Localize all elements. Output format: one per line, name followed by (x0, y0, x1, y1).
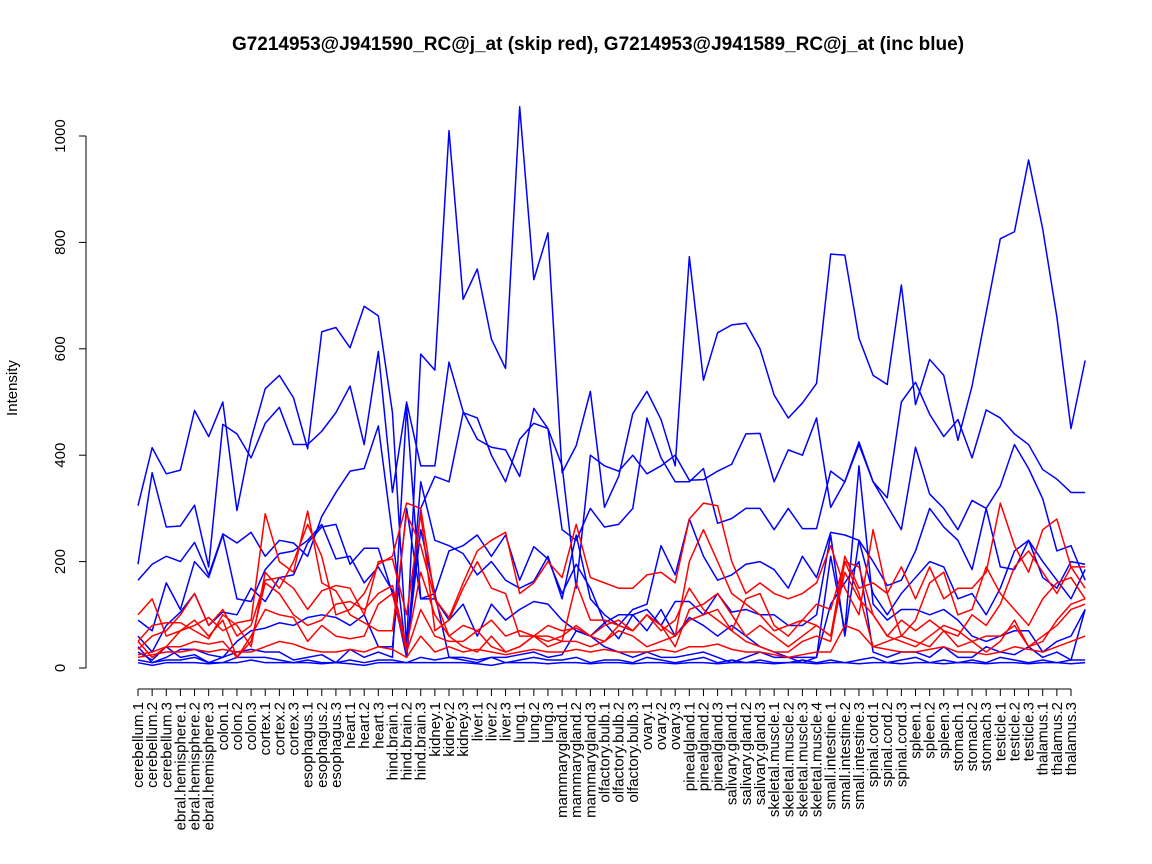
x-tick-label: spinal.cord.2 (879, 702, 896, 787)
chart-title: G7214953@J941590_RC@j_at (skip red), G72… (232, 34, 964, 55)
x-tick-label: colon.2 (229, 702, 246, 750)
x-tick-label: cortex.1 (257, 702, 274, 755)
y-tick-label: 800 (52, 230, 69, 255)
series-line-6 (137, 465, 1086, 664)
series-line-13 (137, 571, 1086, 659)
x-tick-label: thalamus.2 (1049, 702, 1066, 775)
y-tick-label: 400 (52, 443, 69, 468)
x-tick-label: liver.2 (483, 702, 500, 741)
x-tick-label: small.intestine.3 (851, 702, 868, 810)
x-tick-label: thalamus.3 (1063, 702, 1080, 775)
x-tick-label: olfactory.bulb.2 (611, 702, 628, 803)
x-tick-label: testicle.1 (992, 702, 1009, 761)
series-line-10 (137, 502, 1086, 637)
series-line-14 (137, 560, 1086, 659)
x-tick-label: spleen.1 (908, 702, 925, 759)
x-tick-label: esophagus.2 (314, 702, 331, 788)
x-tick-label: mammarygland.2 (568, 702, 585, 818)
x-tick-label: pinealgland.3 (710, 702, 727, 791)
y-tick-label: 600 (52, 336, 69, 361)
x-tick-label: small.intestine.2 (837, 702, 854, 810)
x-tick-label: thalamus.1 (1035, 702, 1052, 775)
x-tick-label: kidney.3 (455, 702, 472, 757)
x-tick-label: cerebellum.2 (144, 702, 161, 788)
x-tick-label: salivary.gland.1 (724, 702, 741, 805)
x-tick-label: pinealgland.2 (695, 702, 712, 791)
x-tick-label: skeletal.muscle.3 (794, 702, 811, 817)
series-line-8 (137, 656, 1086, 664)
x-tick-label: kidney.2 (441, 702, 458, 757)
x-tick-label: stomach.2 (964, 702, 981, 771)
series-line-5 (137, 523, 1086, 653)
x-tick-label: esophagus.3 (328, 702, 345, 788)
series-line-3 (137, 411, 1086, 659)
x-axis: cerebellum.1cerebellum.2cerebellum.3ebra… (130, 688, 1080, 830)
y-axis: 0 200 400 600 800 1000 (52, 119, 87, 672)
x-tick-label: mammarygland.1 (554, 702, 571, 818)
x-tick-label: cerebellum.3 (158, 702, 175, 788)
x-tick-label: mammarygland.3 (582, 702, 599, 818)
x-tick-label: hind.brain.1 (384, 702, 401, 780)
x-tick-label: lung.1 (512, 702, 529, 743)
x-tick-label: testicle.2 (1006, 702, 1023, 761)
x-tick-label: skeletal.muscle.2 (780, 702, 797, 817)
series-line-9 (137, 659, 1086, 667)
y-tick-label: 0 (52, 664, 69, 672)
series-line-7 (137, 406, 1086, 664)
x-tick-label: spleen.3 (936, 702, 953, 759)
x-tick-label: heart.3 (370, 702, 387, 749)
x-tick-label: spinal.cord.1 (865, 702, 882, 787)
series-line-2 (137, 350, 1086, 589)
x-tick-label: ebral.hemisphere.3 (201, 702, 218, 830)
y-tick-label: 200 (52, 549, 69, 574)
x-tick-label: stomach.3 (978, 702, 995, 771)
y-tick-label: 1000 (52, 119, 69, 152)
x-tick-label: skeletal.muscle.4 (809, 702, 826, 817)
x-tick-label: cortex.3 (286, 702, 303, 755)
x-tick-label: kidney.1 (427, 702, 444, 757)
x-tick-label: small.intestine.1 (823, 702, 840, 810)
series-line-4 (137, 481, 1086, 659)
x-tick-label: lung.2 (526, 702, 543, 743)
x-tick-label: spinal.cord.3 (893, 702, 910, 787)
x-tick-label: heart.2 (356, 702, 373, 749)
x-tick-label: heart.1 (342, 702, 359, 749)
x-tick-label: olfactory.bulb.1 (597, 702, 614, 803)
x-tick-label: olfactory.bulb.3 (625, 702, 642, 803)
x-tick-label: hind.brain.2 (399, 702, 416, 780)
x-tick-label: liver.1 (469, 702, 486, 741)
series-line-1 (137, 105, 1086, 648)
x-tick-label: salivary.gland.2 (738, 702, 755, 805)
x-tick-label: testicle.3 (1021, 702, 1038, 761)
x-tick-label: colon.1 (215, 702, 232, 750)
x-tick-label: ebral.hemisphere.1 (172, 702, 189, 830)
x-tick-label: cortex.2 (271, 702, 288, 755)
x-tick-label: hind.brain.3 (413, 702, 430, 780)
series-line-12 (137, 512, 1086, 650)
x-tick-label: ovary.2 (653, 702, 670, 750)
x-tick-label: ovary.3 (667, 702, 684, 750)
series-group (137, 105, 1086, 667)
x-tick-label: stomach.1 (950, 702, 967, 771)
x-tick-label: pinealgland.1 (681, 702, 698, 791)
x-tick-label: cerebellum.1 (130, 702, 147, 788)
series-line-15 (137, 624, 1086, 659)
x-tick-label: skeletal.muscle.1 (766, 702, 783, 817)
x-tick-label: esophagus.1 (300, 702, 317, 788)
x-tick-label: lung.3 (540, 702, 557, 743)
y-axis-label: Intensity (4, 360, 21, 416)
x-tick-label: colon.3 (243, 702, 260, 750)
x-tick-label: spleen.2 (922, 702, 939, 759)
x-tick-label: liver.3 (498, 702, 515, 741)
x-tick-label: ebral.hemisphere.2 (187, 702, 204, 830)
x-tick-label: ovary.1 (639, 702, 656, 750)
x-tick-label: salivary.gland.3 (752, 702, 769, 805)
